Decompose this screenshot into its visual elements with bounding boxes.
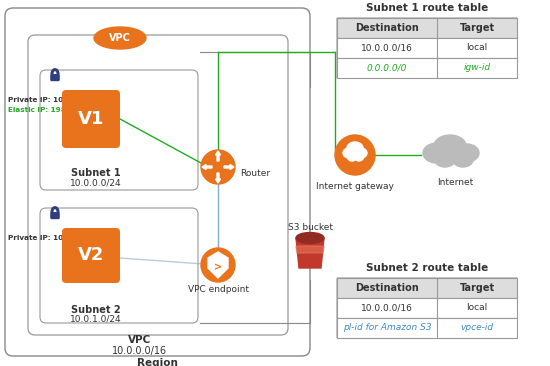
Text: Region: Region [136, 358, 178, 366]
FancyArrow shape [216, 151, 221, 161]
FancyBboxPatch shape [337, 318, 517, 338]
Text: Internet: Internet [437, 178, 473, 187]
FancyBboxPatch shape [62, 228, 120, 283]
Ellipse shape [453, 153, 473, 167]
Ellipse shape [355, 153, 364, 161]
Text: Private IP: 10.0.0.5: Private IP: 10.0.0.5 [8, 97, 86, 103]
Text: V2: V2 [78, 246, 104, 264]
Ellipse shape [343, 148, 355, 158]
Ellipse shape [434, 135, 466, 157]
Text: vpce-id: vpce-id [460, 324, 493, 332]
FancyBboxPatch shape [50, 212, 60, 219]
Text: 10.0.1.0/24: 10.0.1.0/24 [70, 315, 122, 324]
Polygon shape [208, 252, 228, 278]
Text: >: > [214, 262, 222, 272]
Ellipse shape [94, 27, 146, 49]
Ellipse shape [423, 143, 451, 163]
Ellipse shape [348, 153, 356, 161]
Text: Target: Target [459, 283, 494, 293]
FancyBboxPatch shape [337, 38, 517, 58]
FancyArrow shape [202, 164, 212, 169]
Text: 10.0.0.0/24: 10.0.0.0/24 [70, 178, 122, 187]
Ellipse shape [201, 248, 235, 282]
Text: Destination: Destination [355, 23, 419, 33]
Polygon shape [296, 246, 324, 253]
Ellipse shape [335, 135, 375, 175]
Text: Private IP: 10.0.1.7: Private IP: 10.0.1.7 [8, 235, 86, 241]
Text: 10.0.0.0/16: 10.0.0.0/16 [361, 44, 413, 52]
FancyBboxPatch shape [337, 278, 517, 298]
FancyArrow shape [216, 173, 221, 183]
FancyBboxPatch shape [337, 58, 517, 78]
Text: Internet gateway: Internet gateway [316, 182, 394, 191]
Text: 10.0.0.0/16: 10.0.0.0/16 [361, 303, 413, 313]
Text: Elastic IP: 198.51.100.1: Elastic IP: 198.51.100.1 [8, 107, 104, 113]
Text: igw-id: igw-id [464, 63, 491, 72]
Ellipse shape [201, 150, 235, 184]
Text: Subnet 2: Subnet 2 [71, 305, 121, 315]
Ellipse shape [296, 232, 324, 243]
FancyArrow shape [224, 164, 234, 169]
Ellipse shape [347, 142, 363, 154]
Text: local: local [466, 44, 488, 52]
Text: V1: V1 [78, 110, 104, 128]
Ellipse shape [355, 148, 367, 158]
Text: Router: Router [240, 168, 270, 178]
Text: VPC endpoint: VPC endpoint [188, 285, 249, 294]
Ellipse shape [455, 144, 479, 162]
Text: local: local [466, 303, 488, 313]
FancyBboxPatch shape [337, 298, 517, 318]
Text: S3 bucket: S3 bucket [288, 223, 333, 232]
Text: 10.0.0.0/16: 10.0.0.0/16 [112, 346, 168, 356]
Text: Subnet 2 route table: Subnet 2 route table [366, 263, 488, 273]
Ellipse shape [435, 153, 455, 167]
Text: Destination: Destination [355, 283, 419, 293]
Text: Subnet 1: Subnet 1 [71, 168, 121, 178]
Text: 0.0.0.0/0: 0.0.0.0/0 [367, 63, 407, 72]
Text: Subnet 1 route table: Subnet 1 route table [366, 3, 488, 13]
Text: pl-id for Amazon S3: pl-id for Amazon S3 [343, 324, 431, 332]
FancyBboxPatch shape [337, 18, 517, 38]
FancyBboxPatch shape [62, 90, 120, 148]
Text: Target: Target [459, 23, 494, 33]
Polygon shape [296, 238, 324, 268]
FancyBboxPatch shape [50, 74, 60, 81]
Text: VPC: VPC [109, 33, 131, 43]
Text: VPC: VPC [128, 335, 152, 345]
